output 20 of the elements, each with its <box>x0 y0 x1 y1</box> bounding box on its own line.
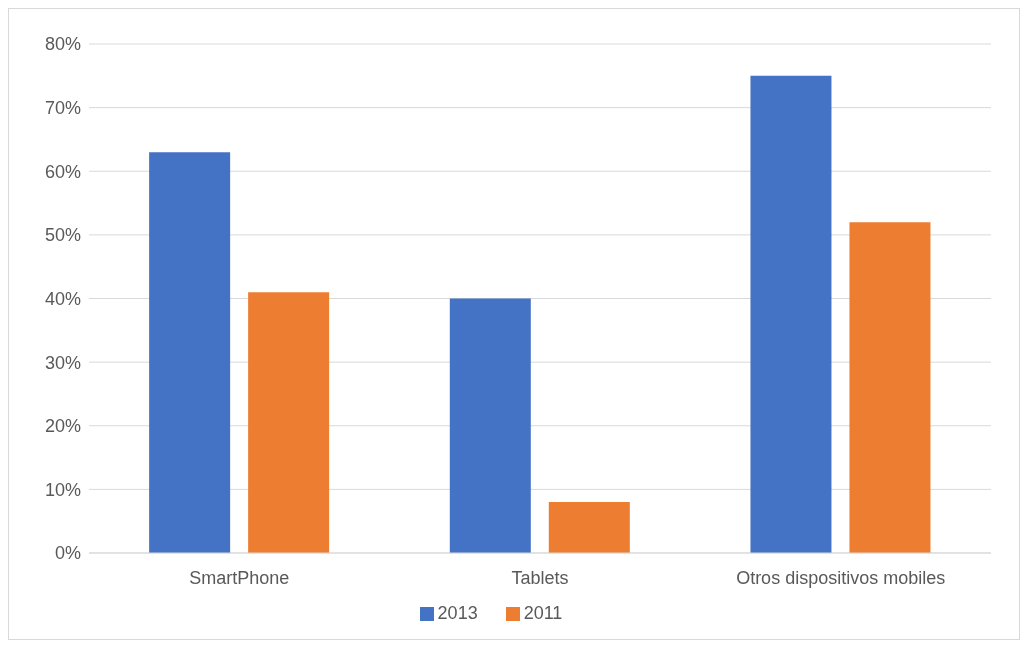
y-tick-label: 30% <box>44 352 81 373</box>
x-tick-label: Otros dispositivos mobiles <box>736 567 946 588</box>
y-tick-label: 20% <box>44 416 81 437</box>
y-tick-label: 10% <box>44 479 81 500</box>
x-tick-label: SmartPhone <box>189 567 290 588</box>
bar <box>149 152 231 553</box>
y-tick-label: 60% <box>44 161 81 182</box>
bar <box>449 298 531 553</box>
y-tick-label: 50% <box>44 225 81 246</box>
bar <box>849 222 931 553</box>
bar <box>548 502 630 553</box>
legend-label: 2011 <box>523 603 563 623</box>
x-tick-label: Tablets <box>511 567 569 588</box>
y-tick-label: 40% <box>44 288 81 309</box>
bar <box>248 292 330 553</box>
y-tick-label: 70% <box>44 98 81 119</box>
legend-label: 2013 <box>437 603 478 623</box>
y-tick-label: 0% <box>54 543 81 564</box>
y-tick-label: 80% <box>44 34 81 55</box>
bar <box>750 75 832 553</box>
